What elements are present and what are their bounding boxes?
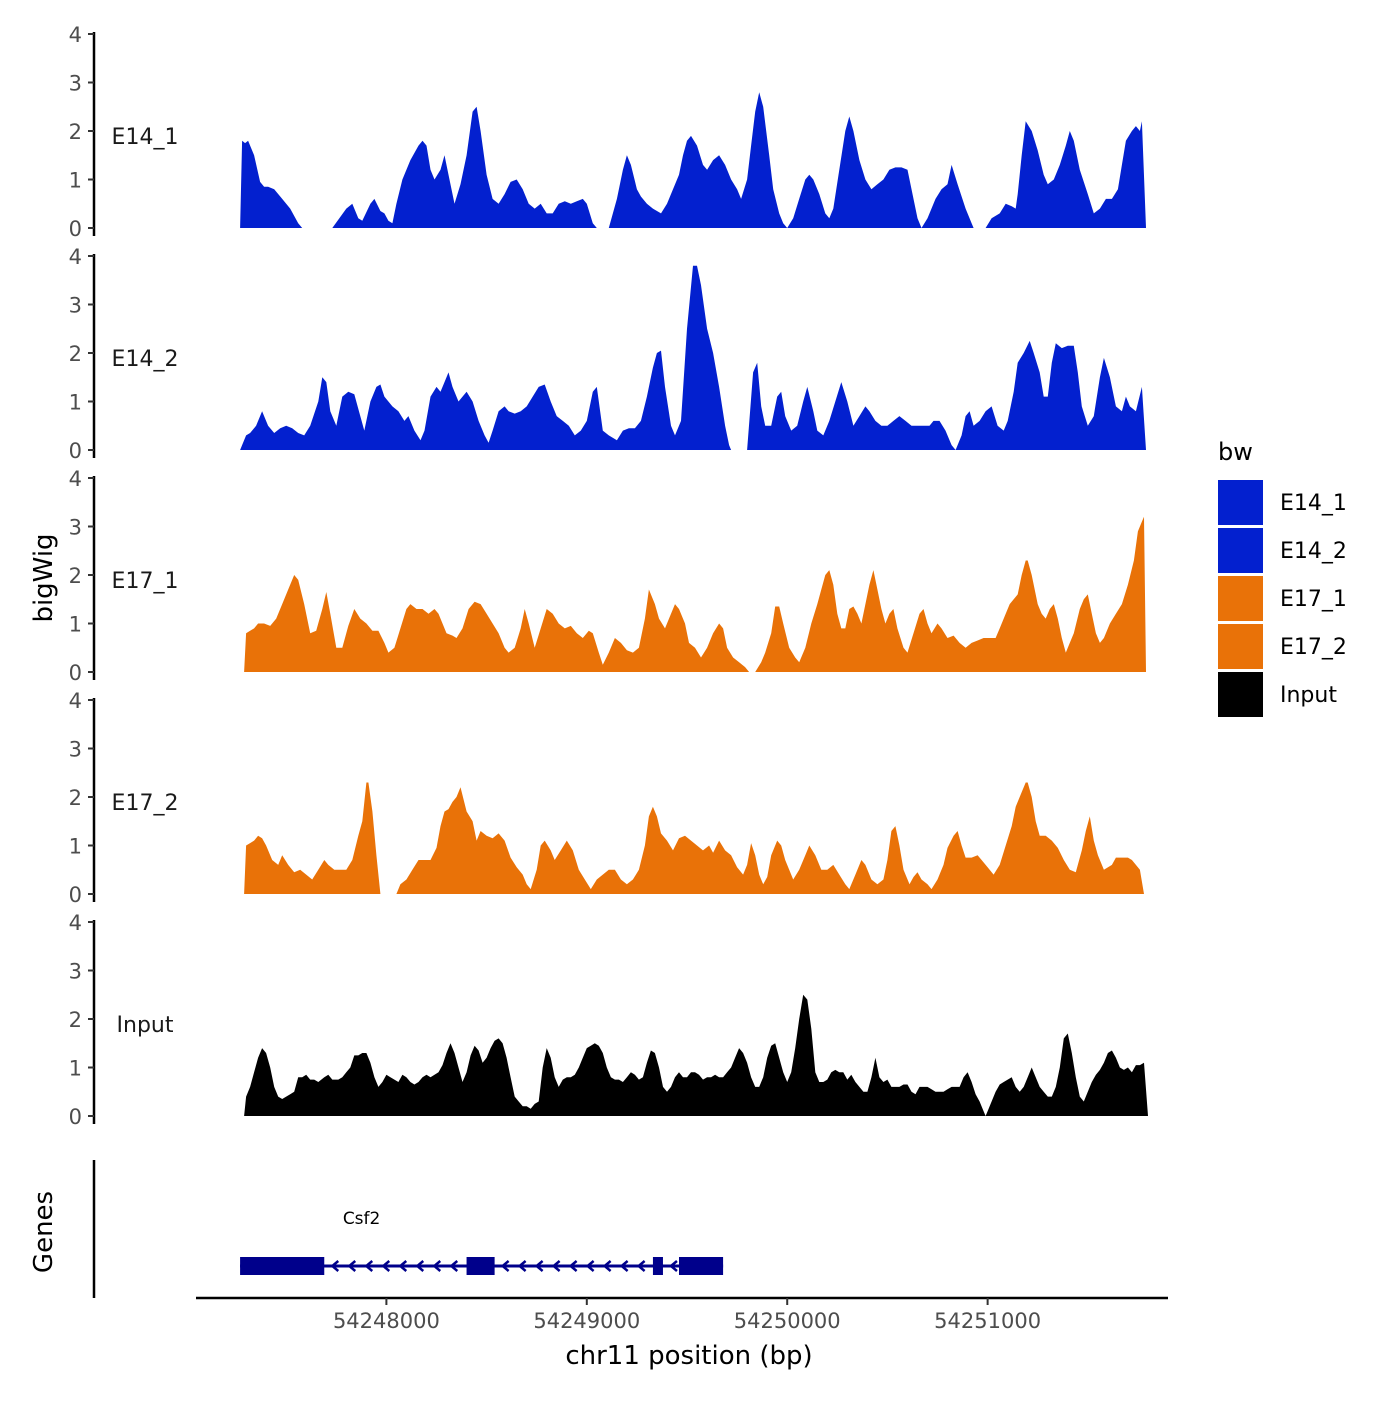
- y-tick-label: 3: [69, 72, 82, 96]
- legend-swatch-e17-2: [1218, 624, 1263, 669]
- strand-arrow: [551, 1260, 561, 1272]
- strand-arrow: [500, 1260, 510, 1272]
- strand-arrow: [381, 1260, 391, 1272]
- strand-arrow: [330, 1260, 340, 1272]
- y-tick-label: 3: [69, 738, 82, 762]
- legend-label: Input: [1280, 683, 1337, 708]
- gene-exon: [466, 1257, 495, 1275]
- strand-arrow: [517, 1260, 527, 1272]
- track-label: Input: [117, 1013, 174, 1038]
- y-tick-label: 1: [69, 1057, 82, 1081]
- x-axis-title: chr11 position (bp): [565, 1341, 812, 1371]
- track-e17-2: 0 1 2 3 4 E17_2: [69, 689, 1145, 907]
- legend-label: E14_1: [1280, 491, 1347, 516]
- track-e14-2: 0 1 2 3 4 E14_2: [69, 245, 1147, 463]
- strand-arrow: [398, 1260, 408, 1272]
- legend-swatch-e17-1: [1218, 576, 1263, 621]
- y-tick-label: 1: [69, 169, 82, 193]
- y-tick-label: 3: [69, 960, 82, 984]
- y-tick-label: 2: [69, 786, 82, 810]
- legend-label: E14_2: [1280, 539, 1347, 564]
- legend-swatch-e14-1: [1218, 480, 1263, 525]
- strand-arrow: [585, 1260, 595, 1272]
- strand-arrow: [568, 1260, 578, 1272]
- track-label: E14_2: [112, 347, 179, 372]
- track-input: 0 1 2 3 4 Input: [69, 911, 1149, 1129]
- y-tick-label: 2: [69, 564, 82, 588]
- signal-area: [244, 782, 1145, 894]
- legend-swatch-e14-2: [1218, 528, 1263, 573]
- track-panels: 0 1 2 3 4 E14_1 0 1 2 3 4 E14_2 0 1 2 3 4 E17_1 0 1 2 3 4 E17_2…: [69, 23, 1149, 1129]
- gene-exon: [240, 1257, 325, 1275]
- track-label: E17_2: [112, 791, 179, 816]
- y-tick-label: 0: [69, 1105, 82, 1129]
- y-axis-title: bigWig: [29, 533, 59, 622]
- gene-exon: [678, 1257, 724, 1275]
- y-tick-label: 2: [69, 120, 82, 144]
- y-tick-label: 1: [69, 835, 82, 859]
- track-e14-1: 0 1 2 3 4 E14_1: [69, 23, 1147, 241]
- strand-arrow: [364, 1260, 374, 1272]
- y-tick-label: 3: [69, 516, 82, 540]
- x-tick-label: 54250000: [734, 1309, 841, 1333]
- legend: bw E14_1 E14_2 E17_1 E17_2 Input: [1218, 438, 1347, 717]
- genes-axis-title: Genes: [29, 1191, 59, 1273]
- gene-label: Csf2: [343, 1209, 381, 1229]
- y-tick-label: 2: [69, 342, 82, 366]
- strand-arrow: [449, 1260, 459, 1272]
- y-tick-label: 0: [69, 217, 82, 241]
- y-tick-label: 4: [69, 245, 82, 269]
- y-tick-label: 1: [69, 613, 82, 637]
- strand-arrow: [534, 1260, 544, 1272]
- strand-arrow: [636, 1260, 646, 1272]
- gene-csf2: Csf2: [240, 1209, 724, 1275]
- track-e17-1: 0 1 2 3 4 E17_1: [69, 467, 1147, 685]
- strand-arrow: [602, 1260, 612, 1272]
- y-tick-label: 4: [69, 23, 82, 47]
- x-tick-label: 54248000: [333, 1309, 440, 1333]
- legend-label: E17_2: [1280, 635, 1347, 660]
- legend-label: E17_1: [1280, 587, 1347, 612]
- strand-arrow: [619, 1260, 629, 1272]
- signal-area: [240, 265, 1147, 450]
- strand-arrow: [415, 1260, 425, 1272]
- signal-area: [240, 92, 1147, 228]
- strand-arrow: [432, 1260, 442, 1272]
- legend-swatch-input: [1218, 672, 1263, 717]
- y-tick-label: 1: [69, 391, 82, 415]
- signal-area: [244, 994, 1149, 1116]
- gene-exon: [652, 1257, 663, 1275]
- x-tick-label: 54251000: [934, 1309, 1041, 1333]
- y-tick-label: 3: [69, 294, 82, 318]
- y-tick-label: 4: [69, 911, 82, 935]
- y-tick-label: 0: [69, 883, 82, 907]
- track-label: E14_1: [112, 125, 179, 150]
- strand-arrow: [669, 1260, 678, 1272]
- y-tick-label: 0: [69, 661, 82, 685]
- strand-arrow: [347, 1260, 357, 1272]
- y-tick-label: 2: [69, 1008, 82, 1032]
- signal-area: [244, 516, 1147, 672]
- y-tick-label: 0: [69, 439, 82, 463]
- track-label: E17_1: [112, 569, 179, 594]
- legend-title: bw: [1218, 438, 1253, 466]
- genes-panel: Csf2: [92, 1160, 724, 1298]
- y-tick-label: 4: [69, 467, 82, 491]
- x-tick-label: 54249000: [533, 1309, 640, 1333]
- x-axis: 54248000 54249000 54250000 54251000: [196, 1296, 1168, 1333]
- y-tick-label: 4: [69, 689, 82, 713]
